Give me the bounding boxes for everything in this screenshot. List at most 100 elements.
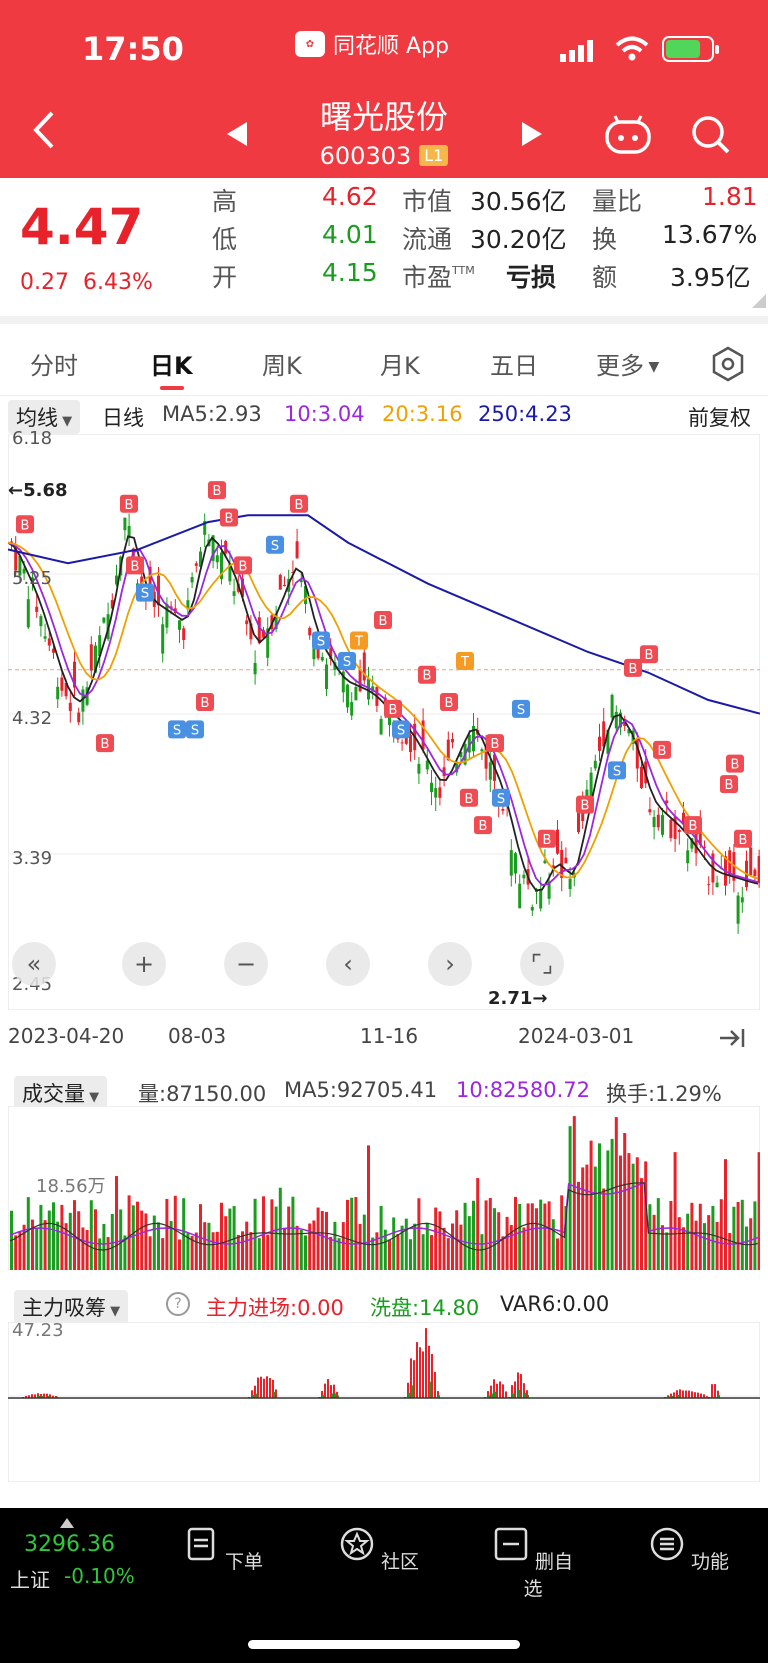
wash-bar	[334, 1393, 336, 1398]
volume-bar	[22, 1224, 26, 1270]
buy-marker: B	[418, 665, 436, 684]
zhuli-bar	[257, 1377, 259, 1398]
amount-value: 3.95亿	[670, 263, 751, 292]
candle	[26, 585, 30, 630]
volume-bar	[304, 1235, 307, 1270]
jump-latest-icon[interactable]	[718, 1024, 748, 1052]
volume-bar	[274, 1206, 278, 1270]
buy-marker: B	[624, 658, 642, 677]
volume-bar	[421, 1234, 425, 1270]
volume-bar	[26, 1197, 30, 1270]
tab-monthly-k[interactable]: 月K	[380, 352, 420, 380]
expand-corner-icon[interactable]	[752, 294, 766, 308]
volume-bar	[85, 1230, 89, 1270]
y-tick-2: 5.25	[12, 568, 53, 589]
volume-bar	[425, 1222, 429, 1270]
divider	[0, 316, 768, 324]
adjust-mode[interactable]: 前复权	[688, 406, 751, 430]
tab-five-day[interactable]: 五日	[490, 352, 538, 380]
sell-marker: S	[512, 699, 530, 718]
svg-text:B: B	[689, 819, 698, 834]
candle	[442, 756, 446, 787]
volume-bar	[682, 1227, 685, 1270]
tab-intraday[interactable]: 分时	[30, 352, 78, 380]
zhuli-dropdown[interactable]: 主力吸筹 ▼	[14, 1290, 129, 1324]
svg-text:B: B	[543, 833, 552, 848]
ma5-line	[7, 535, 759, 892]
scroll-right-button[interactable]: ›	[428, 942, 472, 986]
candle	[77, 707, 81, 726]
volume-bar	[31, 1219, 34, 1270]
nav-order[interactable]: 下单	[178, 1526, 268, 1574]
sell-marker: S	[392, 720, 410, 739]
volume-dropdown[interactable]: 成交量 ▼	[14, 1076, 108, 1110]
volume-bar	[551, 1219, 555, 1270]
volume-bar	[438, 1211, 442, 1270]
candle	[669, 817, 673, 842]
index-value[interactable]: 3296.36	[24, 1532, 115, 1557]
volume-bar	[572, 1116, 576, 1270]
svg-text:B: B	[725, 778, 734, 793]
back-button[interactable]	[30, 110, 56, 150]
change-percent: 6.43%	[82, 270, 153, 295]
volume-ratio-value: 1.81	[702, 182, 758, 211]
rewind-button[interactable]: «	[12, 942, 56, 986]
volume-bar	[711, 1205, 715, 1270]
candle	[425, 749, 429, 775]
volume-bar	[131, 1205, 135, 1270]
scroll-left-button[interactable]: ‹	[326, 942, 370, 986]
robot-assistant-icon[interactable]	[604, 114, 652, 154]
search-icon[interactable]	[690, 114, 732, 156]
volume-bar	[68, 1212, 72, 1270]
volume-bar	[392, 1217, 396, 1270]
volume-bar	[287, 1206, 291, 1270]
nav-functions[interactable]: 功能	[644, 1526, 734, 1574]
candle	[165, 597, 169, 634]
date-label-1: 2023-04-20	[8, 1024, 125, 1048]
ma10-line	[7, 541, 759, 886]
svg-text:B: B	[658, 744, 667, 759]
float-label: 流通	[402, 225, 453, 254]
volume-bar	[648, 1204, 652, 1270]
svg-text:B: B	[629, 662, 638, 677]
zhuli-chart[interactable]: 47.23	[7, 1320, 761, 1483]
wash-bar	[38, 1395, 40, 1398]
zoom-in-button[interactable]: +	[122, 942, 166, 986]
tab-more[interactable]: 更多 ▼	[596, 352, 660, 380]
volume-bar	[245, 1221, 249, 1270]
expand-up-icon[interactable]	[60, 1518, 74, 1528]
wash-bar	[337, 1395, 339, 1398]
date-axis: 2023-04-20 08-03 11-16 2024-03-01	[0, 1020, 768, 1054]
zoom-out-button[interactable]: −	[224, 942, 268, 986]
mktcap-label: 市值	[402, 187, 453, 216]
volume-chart[interactable]: 18.56万	[7, 1105, 761, 1271]
svg-text:S: S	[317, 635, 325, 650]
period-tabs: 分时 日K 周K 月K 五日 更多 ▼	[0, 324, 768, 396]
nav-remove-watchlist[interactable]: 删自选	[488, 1526, 578, 1601]
next-stock-button[interactable]	[520, 120, 544, 148]
y-tick-4: 3.39	[12, 848, 53, 869]
settings-hexagon-icon[interactable]	[710, 346, 746, 382]
fullscreen-button[interactable]: ⌜⌟	[520, 942, 564, 986]
zhuli-bar	[324, 1383, 326, 1398]
help-icon[interactable]: ?	[166, 1292, 190, 1316]
indicator-dropdown[interactable]: 均线 ▼	[8, 400, 81, 434]
prev-stock-button[interactable]	[225, 120, 249, 148]
zhuli-bar	[490, 1385, 492, 1398]
volume-bar	[404, 1218, 408, 1270]
volume-bar	[81, 1227, 85, 1270]
zhuli-bar	[43, 1393, 45, 1398]
buy-marker: B	[290, 494, 308, 513]
candle	[367, 666, 370, 706]
svg-text:B: B	[239, 559, 248, 574]
candle	[509, 839, 513, 887]
stock-code-row: 600303 L1	[0, 142, 768, 170]
tab-daily-k[interactable]: 日K	[150, 352, 193, 380]
ma250-line	[7, 514, 761, 715]
tab-weekly-k[interactable]: 周K	[262, 352, 302, 380]
volume-bar	[329, 1236, 333, 1270]
volume-bar	[556, 1238, 559, 1270]
nav-community[interactable]: 社区	[334, 1526, 424, 1574]
volume-bar	[194, 1232, 198, 1270]
